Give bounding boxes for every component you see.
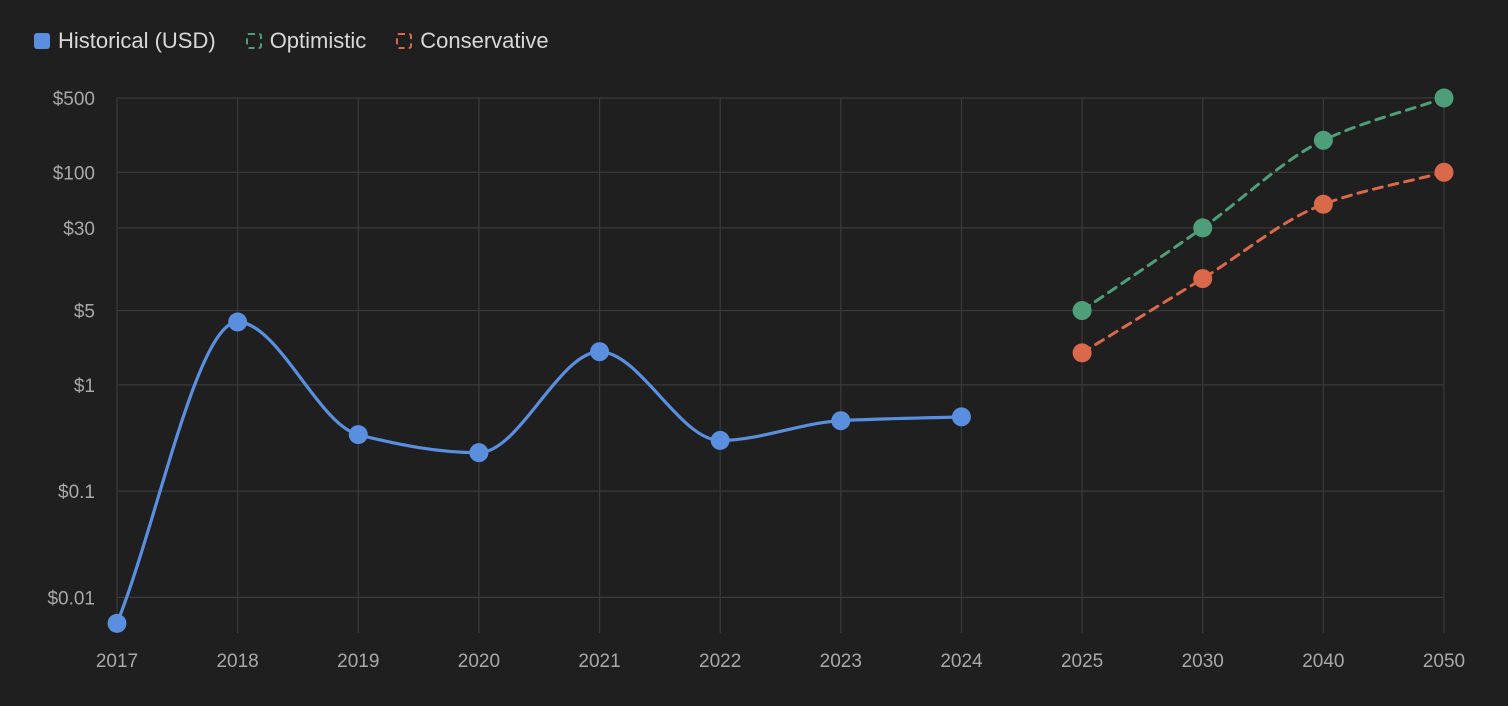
data-point-historical <box>469 443 489 463</box>
x-tick-label: 2021 <box>578 651 620 672</box>
legend-item-optimistic[interactable]: Optimistic <box>245 28 367 54</box>
y-tick-label: $30 <box>63 219 95 240</box>
y-tick-label: $100 <box>53 163 95 184</box>
x-tick-label: 2020 <box>458 651 500 672</box>
x-tick-label: 2017 <box>96 651 138 672</box>
legend-swatch-conservative <box>396 33 413 49</box>
y-tick-label: $0.01 <box>47 588 95 609</box>
data-point-optimistic <box>1193 218 1213 238</box>
x-tick-label: 2025 <box>1061 651 1103 672</box>
legend-swatch-optimistic <box>245 33 262 49</box>
series-line-historical <box>115 320 964 625</box>
data-point-conservative <box>1313 194 1333 214</box>
legend-label-optimistic: Optimistic <box>269 28 367 53</box>
x-tick-label: 2050 <box>1423 651 1465 672</box>
series-line-conservative <box>1080 170 1446 355</box>
data-point-conservative <box>1193 269 1213 289</box>
data-point-conservative <box>1072 343 1092 363</box>
x-tick-label: 2022 <box>699 651 741 672</box>
data-point-historical <box>590 342 610 362</box>
data-point-historical <box>107 613 127 633</box>
x-tick-label: 2023 <box>820 651 862 672</box>
data-point-historical <box>951 407 971 427</box>
x-tick-label: 2024 <box>940 651 983 672</box>
y-tick-label: $5 <box>74 302 95 323</box>
y-tick-label: $0.1 <box>58 482 95 503</box>
data-point-historical <box>831 411 851 431</box>
grid <box>116 97 1445 633</box>
data-point-optimistic <box>1313 130 1333 150</box>
legend: Historical (USD) Optimistic Conservative <box>34 26 549 56</box>
x-tick-label: 2019 <box>337 651 379 672</box>
data-point-historical <box>348 425 368 445</box>
data-point-historical <box>710 430 730 450</box>
data-point-optimistic <box>1072 301 1092 321</box>
x-tick-label: 2018 <box>216 651 258 672</box>
series-line-optimistic <box>1080 96 1446 313</box>
y-tick-label: $500 <box>53 89 95 110</box>
data-point-conservative <box>1434 162 1454 182</box>
data-point-historical <box>228 312 248 332</box>
y-tick-label: $1 <box>74 376 95 397</box>
x-tick-label: 2030 <box>1182 651 1224 672</box>
legend-item-conservative[interactable]: Conservative <box>396 28 549 54</box>
x-tick-label: 2040 <box>1302 651 1344 672</box>
legend-label-conservative: Conservative <box>420 28 549 53</box>
legend-label-historical: Historical (USD) <box>58 28 216 53</box>
data-point-optimistic <box>1434 88 1454 108</box>
legend-swatch-historical <box>34 33 50 49</box>
legend-item-historical[interactable]: Historical (USD) <box>34 28 216 54</box>
